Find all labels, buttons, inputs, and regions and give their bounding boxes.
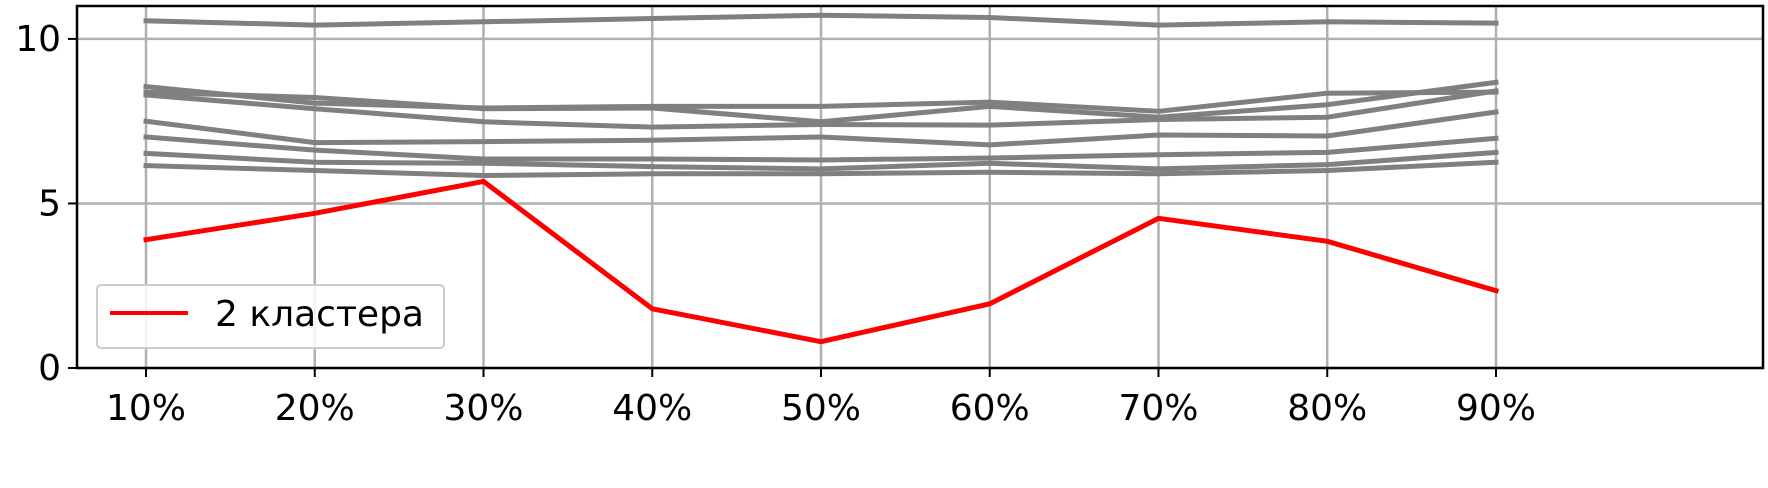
- series-line-background: [143, 134, 1499, 163]
- y-tick-label: 10: [15, 19, 61, 60]
- axis-ticks: 10% 20% 30% 40% 50% 60% 70% 80% 90% 0 5 10: [15, 19, 1536, 429]
- series-line-background: [143, 109, 1499, 148]
- series-line-highlight: [143, 178, 1500, 345]
- x-tick-label: 90%: [1456, 388, 1536, 429]
- x-tick-label: 30%: [443, 388, 523, 429]
- x-tick-label: 10%: [106, 388, 186, 429]
- series-line-background: [143, 159, 1499, 178]
- series-line-background: [143, 83, 1499, 114]
- plot-frame: [75, 4, 1765, 370]
- series-line-background: [143, 12, 1499, 28]
- legend: 2 кластера: [96, 284, 445, 349]
- series-line-background: [143, 149, 1499, 172]
- x-tick-label: 20%: [275, 388, 355, 429]
- x-tick-label: 50%: [781, 388, 861, 429]
- series-line-background: [143, 79, 1499, 125]
- series-line-background: [143, 88, 1499, 130]
- x-tick-label: 60%: [950, 388, 1030, 429]
- legend-box: [96, 284, 445, 349]
- series-group: [143, 12, 1500, 345]
- x-tick-label: 80%: [1287, 388, 1367, 429]
- x-tick-label: 40%: [612, 388, 692, 429]
- y-tick-label: 5: [38, 183, 61, 224]
- legend-label: 2 кластера: [215, 294, 424, 335]
- y-tick-label: 0: [38, 348, 61, 389]
- x-tick-label: 70%: [1118, 388, 1198, 429]
